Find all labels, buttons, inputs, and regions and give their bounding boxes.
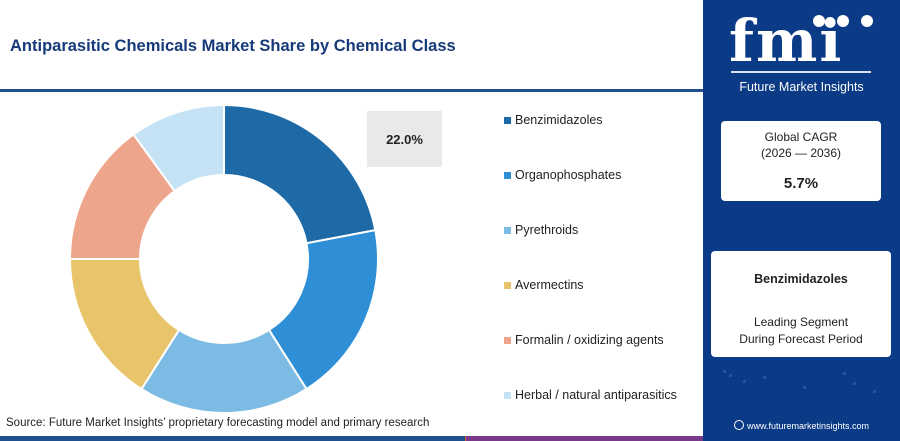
bottom-bar-segment [0,436,465,441]
cagr-period: (2026 — 2036) [760,146,842,160]
logo-icons [813,15,873,27]
legend-swatch [504,171,511,179]
legend-item: Organophosphates [504,168,621,182]
bottom-bar-segment [465,436,466,441]
donut-chart [68,103,379,414]
title-divider [0,89,703,92]
legend-label: Organophosphates [515,168,622,182]
chart-icon [837,15,849,27]
legend-item: Benzimidazoles [504,113,603,127]
person-icon [861,15,873,27]
donut-slice-benzimidazoles [223,103,377,245]
brand-panel: fmi Future Market Insights Global CAGR (… [703,0,900,441]
legend-swatch [504,391,511,399]
cagr-card: Global CAGR (2026 — 2036) 5.7% [721,121,881,201]
legend-item: Pyrethroids [504,223,578,237]
legend-label: Formalin / oxidizing agents [515,333,664,347]
leading-segment-desc-2: During Forecast Period [739,332,863,346]
fmi-logo: fmi Future Market Insights [703,0,900,105]
bottom-accent-bar [0,436,703,441]
legend-label: Pyrethroids [515,223,579,237]
source-note: Source: Future Market Insights’ propriet… [6,417,430,429]
highlight-callout: 22.0% [367,111,442,167]
leading-segment-name: Benzimidazoles [754,272,848,286]
legend-swatch [504,281,511,289]
legend-item: Formalin / oxidizing agents [504,333,664,347]
legend-swatch [504,116,511,124]
page-title: Antiparasitic Chemicals Market Share by … [10,37,456,55]
cagr-label: Global CAGR [764,130,838,144]
highlight-value: 22.0% [386,131,423,147]
globe-icon [813,15,825,27]
legend-swatch [504,226,511,234]
leading-segment-desc-1: Leading Segment [753,315,849,329]
donut-slice-herbal-natural-antiparasitics [132,103,225,193]
chart-panel: Antiparasitic Chemicals Market Share by … [0,37,703,441]
legend-swatch [504,336,511,344]
cagr-value: 5.7% [783,175,819,192]
website-link[interactable]: www.futuremarketinsights.com [703,420,900,431]
logo-underline [731,71,871,73]
world-map-decoration [723,370,876,393]
legend-label: Herbal / natural antiparasitics [515,388,677,402]
leading-segment-card: Benzimidazoles Leading Segment During Fo… [711,251,891,357]
website-text: www.futuremarketinsights.com [746,421,870,431]
brand-name: Future Market Insights [739,80,864,94]
legend-item: Herbal / natural antiparasitics [504,388,677,402]
legend-item: Avermectins [504,278,584,292]
legend-label: Avermectins [515,278,584,292]
legend-label: Benzimidazoles [515,113,603,127]
globe-icon [733,420,744,430]
bottom-bar-segment [466,436,703,441]
